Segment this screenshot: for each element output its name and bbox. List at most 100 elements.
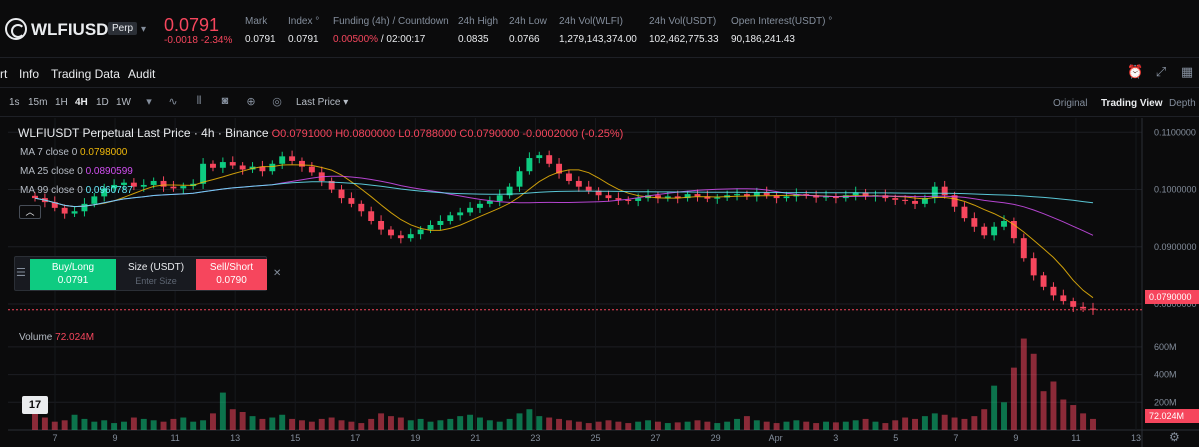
candle-body — [565, 173, 572, 181]
volume-bar — [565, 420, 572, 430]
tab-audit[interactable]: Audit — [128, 67, 156, 81]
sell-short-button[interactable]: Sell/Short 0.0790 — [196, 259, 267, 290]
volume-bar — [447, 418, 454, 430]
tab-info[interactable]: Info — [19, 67, 40, 81]
volume-bar — [1070, 405, 1077, 430]
buy-long-button[interactable]: Buy/Long 0.0791 — [30, 259, 116, 290]
candle-body — [328, 180, 335, 190]
perp-badge: Perp — [108, 22, 138, 35]
volume-bar — [1080, 413, 1087, 430]
candle-body — [338, 189, 345, 199]
volume-bar — [556, 418, 563, 430]
symbol-title[interactable]: WLFIUSDT — [31, 20, 119, 39]
candle-body — [200, 163, 207, 184]
grid-icon[interactable]: ▦ — [1180, 64, 1194, 79]
candle-body — [1001, 221, 1007, 227]
tab-trading-data[interactable]: Trading Data — [51, 67, 120, 81]
interval-1s[interactable]: 1s — [9, 97, 20, 108]
volume-axis-label: 400M — [1154, 370, 1177, 380]
volume-bar — [427, 421, 434, 430]
price-source-select[interactable]: Last Price ▾ — [296, 97, 349, 108]
expand-icon[interactable]: ⤢ — [1155, 64, 1167, 79]
plus-circle-icon[interactable]: ⊕ — [246, 96, 256, 108]
bell-icon[interactable]: ⏰ — [1127, 64, 1144, 79]
camera-icon[interactable]: ◙ — [221, 95, 229, 107]
candle-body — [121, 182, 127, 185]
interval-4h[interactable]: 4H — [75, 97, 88, 108]
interval-15m[interactable]: 15m — [28, 97, 48, 108]
view-original[interactable]: Original — [1053, 98, 1088, 109]
volume-bar — [921, 416, 928, 430]
candle-type-icon[interactable]: ⫴ — [196, 95, 202, 107]
candle-body — [1090, 308, 1096, 310]
candle-body — [457, 212, 464, 216]
candle-body — [605, 195, 612, 199]
volume-bar — [358, 423, 365, 430]
candle-body — [358, 203, 365, 212]
indicator-icon[interactable]: ∿ — [168, 96, 178, 108]
close-icon[interactable]: ✕ — [273, 268, 282, 279]
x-axis-label: 3 — [833, 433, 838, 443]
interval-1h[interactable]: 1H — [55, 97, 68, 108]
tradingview-logo: 17 — [22, 396, 48, 414]
volume-bar — [536, 416, 543, 430]
candle-body — [1070, 301, 1077, 307]
candle-body — [684, 194, 691, 199]
view-trading-view[interactable]: Trading View — [1101, 98, 1163, 109]
stat-label: 24h Vol(WLFI) — [559, 16, 623, 27]
volume-bar — [71, 414, 78, 430]
x-axis-label: 25 — [590, 433, 600, 443]
drag-handle-icon[interactable]: ☰ — [16, 267, 26, 279]
candle-body — [229, 162, 236, 166]
stat-label: Mark — [245, 16, 268, 27]
x-axis-label: 7 — [52, 433, 57, 443]
collapse-legend-button[interactable]: ︿ — [19, 205, 41, 219]
candle-body — [763, 192, 770, 196]
candle-body — [585, 186, 592, 191]
volume-bar — [773, 423, 780, 430]
stat-label: Index ° — [288, 16, 320, 27]
candle-body — [150, 180, 157, 185]
view-depth[interactable]: Depth — [1169, 98, 1196, 109]
candle-body — [625, 199, 632, 201]
tab-chart[interactable]: rt — [0, 67, 8, 81]
stat-value: 102,462,775.33 — [649, 34, 719, 45]
candle-body — [664, 196, 671, 199]
volume-bar — [694, 420, 701, 430]
volume-bar — [239, 411, 246, 430]
stat-value: 0.00500% / 02:00:17 — [333, 34, 426, 45]
volume-bar — [734, 418, 741, 430]
x-axis-label: 19 — [410, 433, 420, 443]
candle-body — [140, 184, 147, 187]
chart-tabs: rt Info Trading Data Audit ⏰ ⤢ ▦ — [0, 58, 1199, 88]
stat-label: Funding (4h) / Countdown — [333, 16, 449, 27]
size-input[interactable]: Size (USDT) Enter Size — [127, 262, 185, 286]
candle-body — [921, 198, 928, 204]
wlfi-logo-icon — [5, 18, 27, 40]
candle-body — [101, 188, 108, 197]
chevron-down-icon[interactable]: ▾ — [146, 96, 152, 108]
chevron-down-icon[interactable]: ▾ — [141, 24, 147, 35]
candle-body — [556, 163, 563, 174]
candle-body — [219, 162, 226, 168]
price-axis-label: 0.0900000 — [1154, 242, 1197, 252]
interval-1d[interactable]: 1D — [96, 97, 109, 108]
candle-body — [1020, 238, 1027, 259]
volume-bar — [664, 423, 671, 430]
x-axis-label: 11 — [1071, 433, 1080, 443]
volume-bar — [101, 420, 108, 430]
candle-body — [170, 186, 177, 189]
target-icon[interactable]: ◎ — [272, 96, 282, 108]
gear-icon[interactable]: ⚙ — [1169, 430, 1180, 444]
volume-bar — [635, 421, 642, 430]
x-axis-label: 7 — [953, 433, 958, 443]
candle-body — [615, 198, 622, 200]
volume-bar — [1090, 418, 1096, 430]
change-pct: -2.34% — [200, 35, 233, 46]
candle-body — [506, 186, 513, 196]
candle-body — [743, 194, 750, 197]
candle-body — [496, 195, 503, 201]
chart-area[interactable]: 0.11000000.10000000.09000000.0800000600M… — [0, 118, 1199, 447]
interval-1w[interactable]: 1W — [116, 97, 131, 108]
volume-bar — [645, 420, 652, 430]
